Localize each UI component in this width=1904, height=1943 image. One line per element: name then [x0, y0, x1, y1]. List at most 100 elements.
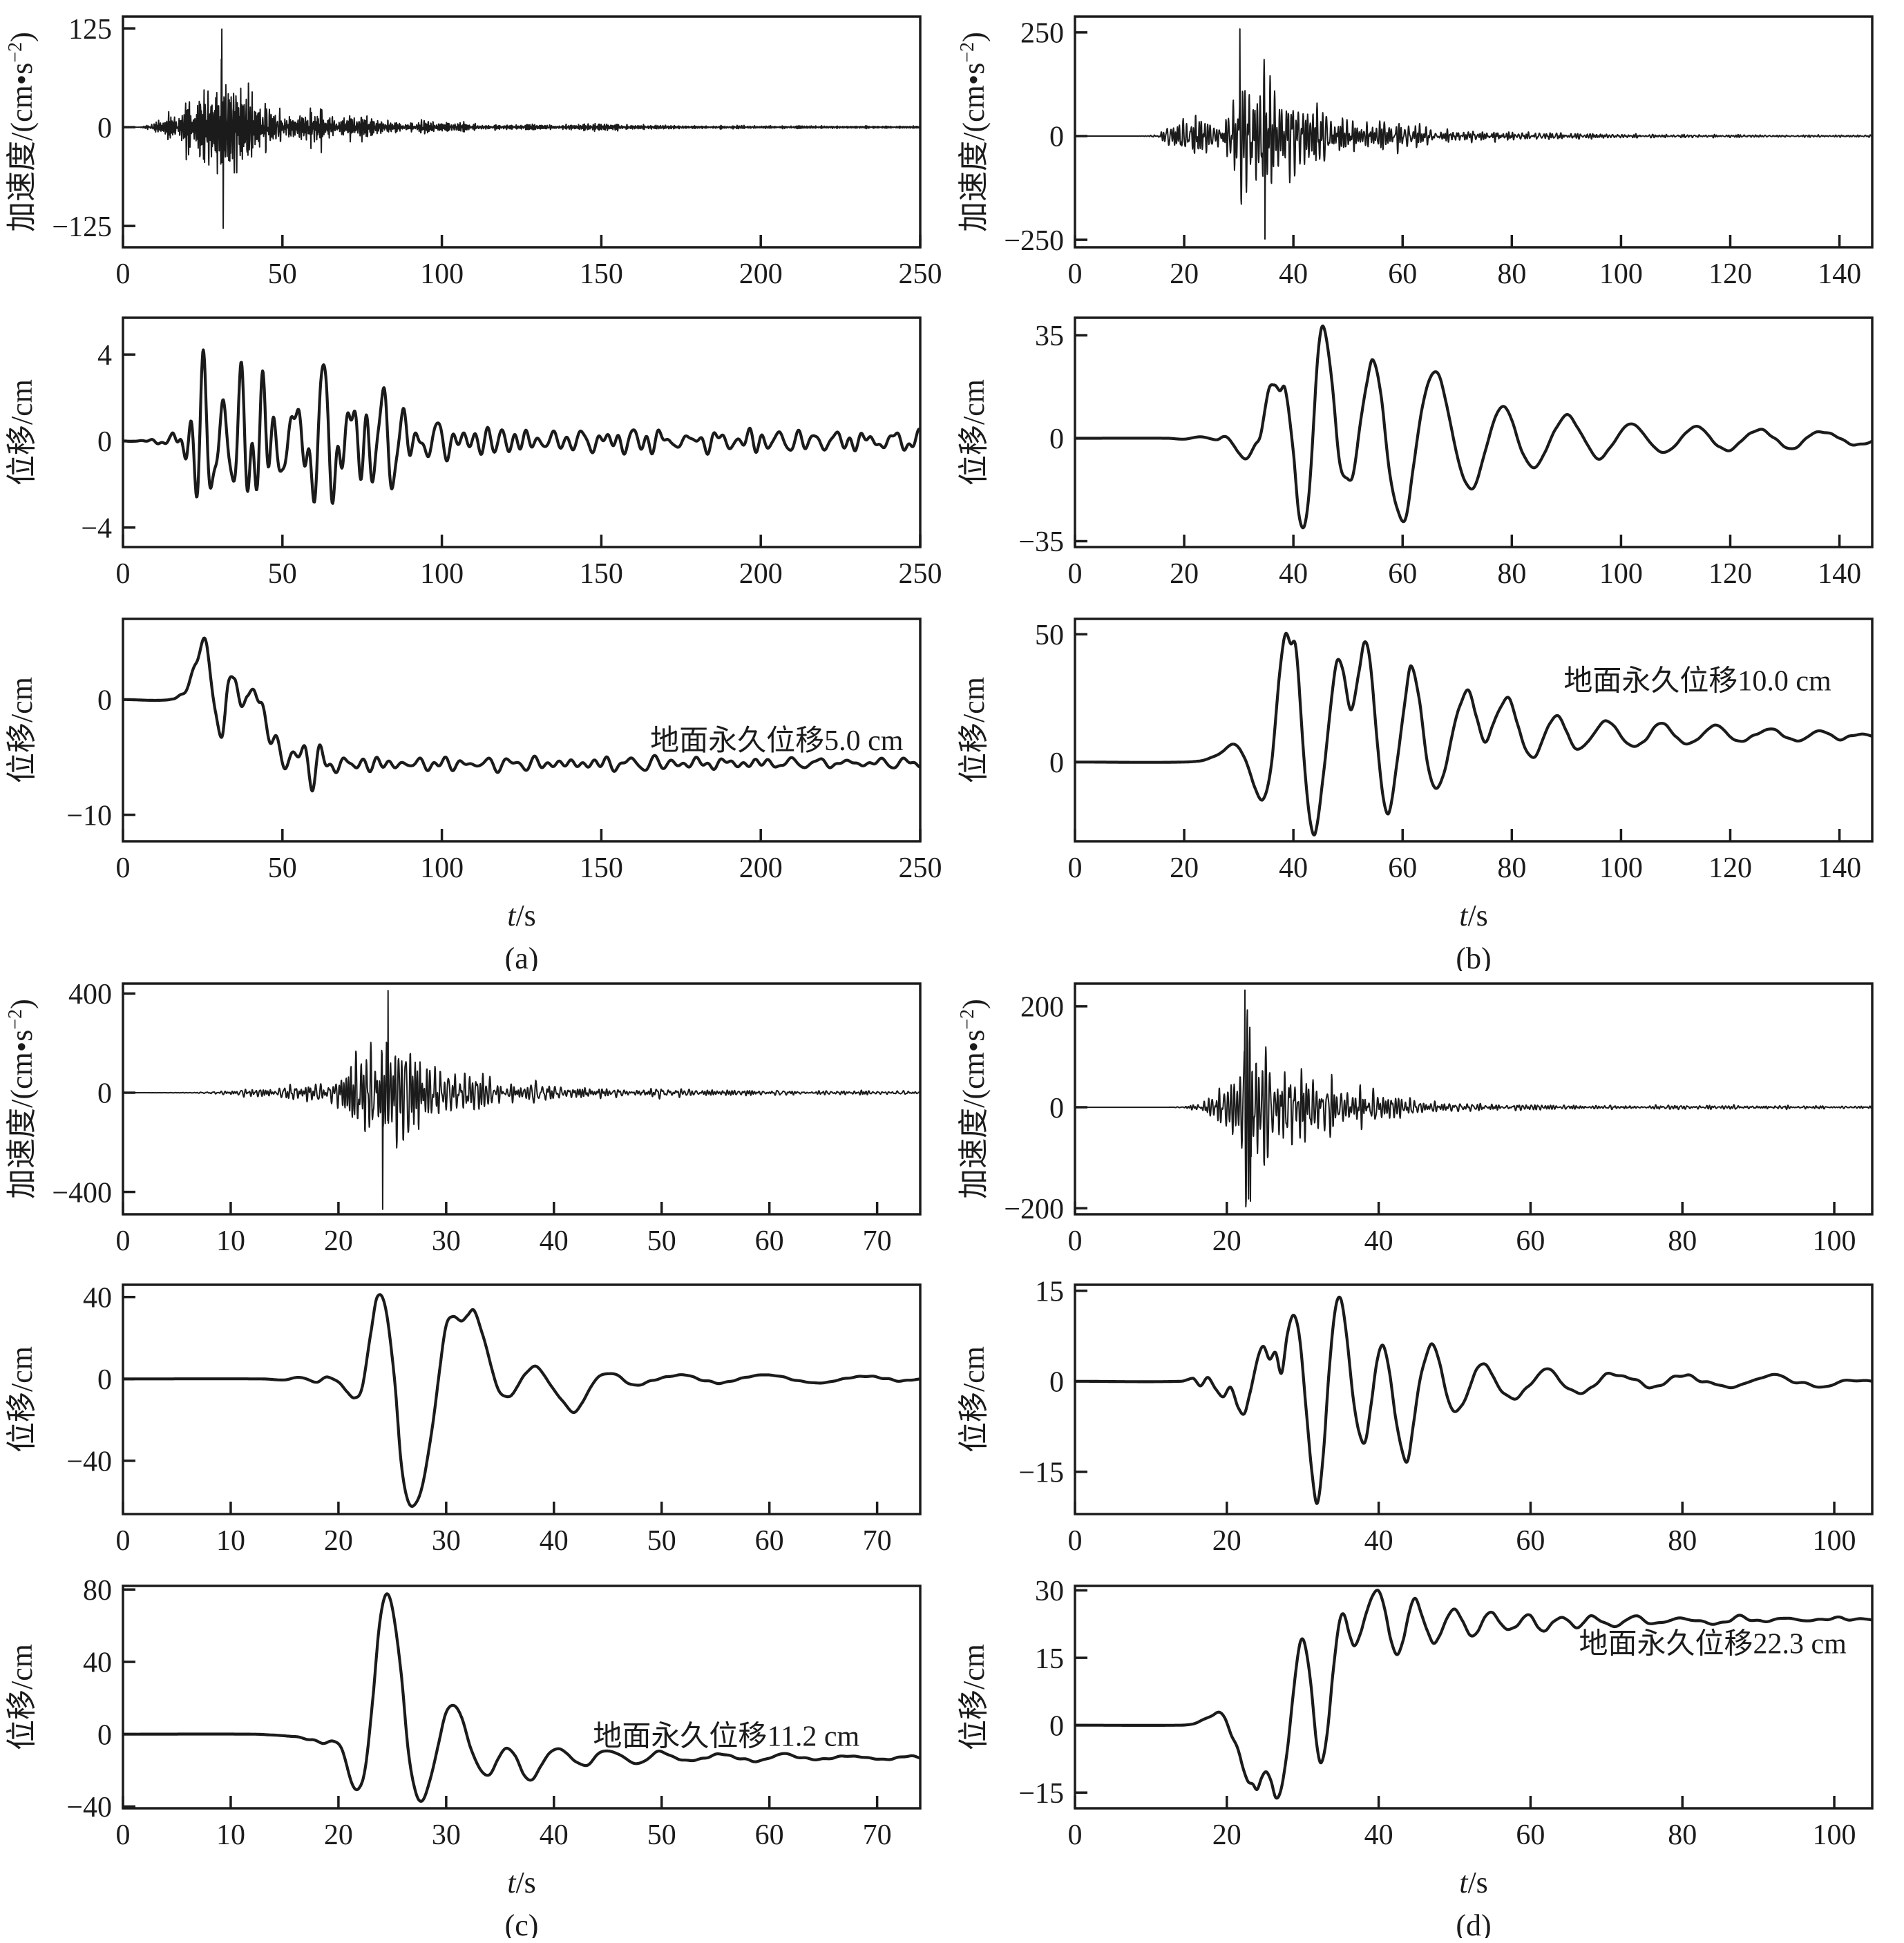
x-tick-label: 20	[324, 1819, 353, 1851]
x-tick-label: 0	[1068, 558, 1083, 590]
y-tick-label: −40	[66, 1792, 112, 1824]
waveform-trace-displacement	[1075, 324, 1872, 530]
y-tick-label: 400	[68, 979, 112, 1011]
x-tick-label: 40	[540, 1225, 569, 1257]
waveform-trace-displacement	[1075, 1295, 1872, 1505]
y-tick-label: 0	[97, 1078, 112, 1110]
x-tick-label: 20	[324, 1225, 353, 1257]
x-tick-label: 20	[324, 1525, 353, 1557]
x-tick-label: 200	[739, 852, 783, 884]
plot-border	[1074, 316, 1874, 548]
y-tick-label: 80	[83, 1575, 112, 1607]
waveform-trace-displacement	[123, 348, 920, 505]
x-tick-label: 10	[216, 1819, 245, 1851]
waveform-trace-displacement-permanent	[123, 1592, 920, 1803]
x-tick-label: 20	[1212, 1225, 1241, 1257]
x-tick-label: 40	[1364, 1819, 1393, 1851]
waveform-trace-displacement-permanent	[123, 636, 920, 793]
x-tick-label: 80	[1497, 558, 1526, 590]
x-tick-label: 120	[1708, 558, 1752, 590]
x-tick-label: 40	[1364, 1225, 1393, 1257]
x-tick-label: 0	[1068, 1525, 1083, 1557]
plot-border	[122, 1283, 922, 1515]
y-tick-label: 200	[1020, 992, 1064, 1024]
x-tick-label: 80	[1668, 1819, 1697, 1851]
y-tick-label: −250	[1004, 225, 1064, 257]
y-axis-label: 加速度/(cm•s−2)	[5, 32, 39, 232]
x-tick-label: 0	[116, 1819, 131, 1851]
y-axis-label: 加速度/(cm•s−2)	[957, 999, 991, 1199]
y-tick-label: 35	[1035, 320, 1064, 352]
y-tick-label: 0	[1049, 1710, 1064, 1742]
figure-caption: (a)	[505, 941, 539, 971]
subplot-d-displacement: 15 0 −15 0 20 40 60 80 100 位移/cm	[957, 1276, 1874, 1557]
waveform-trace-acceleration	[1075, 28, 1872, 240]
waveform-trace-acceleration	[123, 990, 920, 1210]
x-tick-label: 20	[1170, 558, 1199, 590]
subplot-b-displacement-permanent: 50 0 0 20 40 60 80 100 120 140 位移/cm 地面永久位移10.0 cm t…	[957, 618, 1874, 971]
y-axis-ticks: 400 0 −400	[52, 979, 135, 1209]
x-tick-label: 150	[580, 258, 623, 290]
y-axis-ticks: 40 0 −40	[66, 1282, 135, 1478]
y-tick-label: 15	[1035, 1643, 1064, 1675]
y-tick-label: −15	[1018, 1457, 1064, 1489]
figure-group-b: 250 0 −250 0 20 40 60 80 100 120 140 加速度/(cm•s−2) 35…	[952, 4, 1904, 971]
x-tick-label: 0	[116, 852, 131, 884]
plot-border	[122, 1585, 922, 1810]
plot-border	[122, 618, 922, 843]
x-tick-label: 70	[863, 1819, 892, 1851]
y-axis-ticks: 0 −10	[66, 685, 135, 832]
y-tick-label: 0	[97, 426, 112, 458]
y-tick-label: 40	[83, 1282, 112, 1314]
x-tick-label: 10	[216, 1525, 245, 1557]
x-axis-ticks: 0 20 40 60 80 100 120 140	[1068, 829, 1861, 884]
permanent-displacement-label: 地面永久位移22.3 cm	[1579, 1628, 1847, 1660]
x-tick-label: 100	[1813, 1525, 1856, 1557]
figure-caption: (c)	[505, 1908, 539, 1938]
y-tick-label: −400	[52, 1177, 112, 1209]
x-axis-ticks: 0 20 40 60 80 100 120 140	[1068, 235, 1861, 290]
x-tick-label: 50	[647, 1819, 676, 1851]
y-axis-ticks: 200 0 −200	[1004, 992, 1087, 1225]
x-tick-label: 100	[1599, 852, 1643, 884]
y-tick-label: 0	[1049, 1093, 1064, 1124]
x-tick-label: 140	[1818, 258, 1861, 290]
plot-border	[122, 15, 922, 249]
x-tick-label: 200	[739, 258, 783, 290]
y-tick-label: −125	[52, 211, 112, 243]
x-tick-label: 100	[1599, 258, 1643, 290]
x-tick-label: 0	[116, 1525, 131, 1557]
x-tick-label: 0	[1068, 1819, 1083, 1851]
y-tick-label: 0	[97, 113, 112, 144]
plot-border	[1074, 15, 1874, 249]
x-tick-label: 80	[1668, 1525, 1697, 1557]
x-axis-ticks: 0 50 100 150 200 250	[116, 829, 942, 884]
x-tick-label: 60	[1388, 852, 1417, 884]
plot-border	[122, 316, 922, 548]
x-axis-ticks: 0 50 100 150 200 250	[116, 535, 942, 590]
x-tick-label: 60	[1388, 558, 1417, 590]
y-axis-label: 位移/cm	[957, 379, 991, 486]
x-tick-label: 250	[899, 258, 942, 290]
permanent-displacement-label: 地面永久位移11.2 cm	[593, 1721, 859, 1753]
y-tick-label: 50	[1035, 620, 1064, 651]
x-tick-label: 100	[1813, 1225, 1856, 1257]
permanent-displacement-label: 地面永久位移10.0 cm	[1563, 665, 1831, 698]
y-axis-ticks: 125 0 −125	[52, 14, 135, 243]
x-tick-label: 100	[420, 558, 464, 590]
y-axis-ticks: 15 0 −15	[1018, 1276, 1087, 1489]
x-tick-label: 100	[1599, 558, 1643, 590]
x-tick-label: 0	[116, 1225, 131, 1257]
y-tick-label: −10	[66, 800, 112, 832]
x-tick-label: 60	[1516, 1819, 1545, 1851]
y-axis-label: 位移/cm	[957, 677, 991, 783]
x-tick-label: 30	[432, 1819, 461, 1851]
x-tick-label: 100	[420, 258, 464, 290]
